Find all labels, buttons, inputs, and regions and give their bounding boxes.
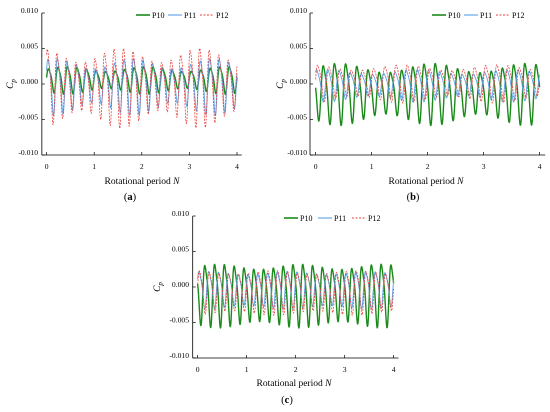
series-line-p10 (196, 263, 395, 329)
x-tick-labels: 0 1 2 3 4 (45, 162, 239, 171)
legend-label-p11: P11 (334, 214, 346, 223)
x-tick-label: 0 (314, 162, 318, 171)
x-tick-label: 2 (294, 365, 298, 374)
legend-label-p12: P12 (512, 11, 524, 20)
y-tick-label: 0.005 (290, 42, 307, 51)
y-tick-label: -0.005 (287, 113, 307, 122)
y-tick-labels: 0.010 0.005 0.000 -0.005 -0.010 (169, 209, 189, 360)
legend: P10 P11 P12 (284, 214, 380, 223)
y-tick-label: 0.010 (290, 6, 307, 15)
y-tick-labels: 0.010 0.005 0.000 -0.005 -0.010 (287, 6, 307, 157)
legend-label-p11: P11 (480, 11, 492, 20)
x-tick-label: 3 (188, 162, 192, 171)
series-line-p11 (46, 58, 238, 117)
series-line-p12 (315, 64, 540, 104)
legend: P10 P11 P12 (136, 11, 228, 20)
legend-label-p10: P10 (448, 11, 460, 20)
y-axis-label-text: Cp (153, 282, 165, 292)
y-axis-label-text: Cp (276, 79, 288, 89)
y-axis-label: Cp (6, 79, 18, 89)
x-tick-labels: 0 1 2 3 4 (196, 365, 396, 374)
x-tick-label: 2 (140, 162, 144, 171)
y-tick-label: 0.000 (21, 77, 38, 86)
x-tick-label: 0 (196, 365, 200, 374)
chart-panel-c: Cp 0.010 0.005 0.000 -0.005 -0.010 0 1 2… (153, 209, 399, 406)
x-tick-label: 0 (45, 162, 49, 171)
y-tick-label: 0.010 (172, 209, 189, 218)
x-tick-label: 1 (245, 365, 249, 374)
x-tick-label: 3 (482, 162, 486, 171)
x-tick-label: 2 (426, 162, 430, 171)
y-axis-label-text: Cp (6, 79, 18, 89)
x-axis-label: Rotational period N (105, 177, 181, 187)
x-tick-label: 1 (370, 162, 374, 171)
y-tick-label: -0.010 (169, 351, 189, 360)
legend-label-p10: P10 (152, 11, 164, 20)
y-axis-label: Cp (276, 79, 288, 89)
y-tick-label: -0.010 (18, 148, 38, 157)
x-tick-labels: 0 1 2 3 4 (314, 162, 542, 171)
x-tick-label: 4 (392, 365, 396, 374)
y-tick-label: 0.005 (21, 42, 38, 51)
y-tick-labels: 0.010 0.005 0.000 -0.005 -0.010 (18, 6, 38, 157)
x-tick-label: 4 (235, 162, 239, 171)
x-axis-label: Rotational period N (257, 379, 333, 389)
legend: P10 P11 P12 (432, 11, 524, 20)
y-axis-label: Cp (153, 282, 165, 292)
panel-label: (c) (281, 395, 293, 406)
series-line-p12 (46, 47, 238, 129)
panel-label: (b) (407, 192, 420, 203)
x-axis-label: Rotational period N (389, 177, 465, 187)
legend-label-p12: P12 (216, 11, 228, 20)
x-tick-label: 1 (92, 162, 96, 171)
y-tick-label: 0.000 (290, 77, 307, 86)
y-tick-label: -0.010 (287, 148, 307, 157)
y-tick-label: -0.005 (169, 316, 189, 325)
series-line-p12 (197, 270, 394, 316)
series-line-p11 (315, 69, 541, 103)
series-line-p10 (314, 62, 541, 127)
legend-label-p12: P12 (368, 214, 380, 223)
x-tick-label: 3 (343, 365, 347, 374)
x-tick-label: 4 (538, 162, 542, 171)
y-tick-label: 0.005 (172, 245, 189, 254)
legend-label-p11: P11 (184, 11, 196, 20)
y-tick-label: 0.010 (21, 6, 38, 15)
legend-label-p10: P10 (300, 214, 312, 223)
y-tick-label: -0.005 (18, 113, 38, 122)
chart-panel-b: Cp 0.010 0.005 0.000 -0.005 -0.010 0 1 2… (276, 6, 546, 203)
y-tick-label: 0.000 (172, 280, 189, 289)
panel-label: (a) (124, 192, 137, 203)
chart-panel-a: Cp 0.010 0.005 0.000 -0.005 -0.010 0 1 2… (6, 6, 242, 203)
